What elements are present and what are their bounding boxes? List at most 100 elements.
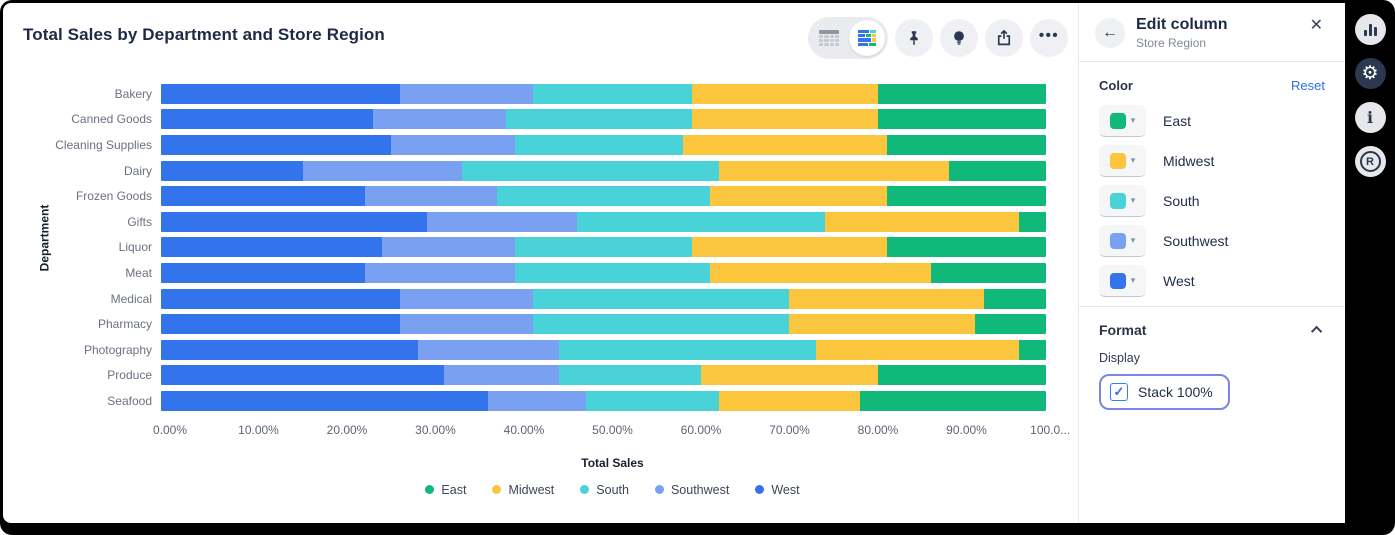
bar-segment[interactable] xyxy=(691,109,878,130)
bar-segment[interactable] xyxy=(824,211,1020,232)
bar-segment[interactable] xyxy=(161,237,383,258)
r-logo-rail-button[interactable]: R xyxy=(1354,146,1386,177)
bar-segment[interactable] xyxy=(161,314,400,335)
legend-item[interactable]: Southwest xyxy=(654,483,729,497)
bar-track xyxy=(161,339,1046,360)
bar-segment[interactable] xyxy=(461,160,719,181)
bar-segment[interactable] xyxy=(532,83,692,104)
color-swatch-dropdown[interactable]: ▾ xyxy=(1099,225,1146,257)
bar-segment[interactable] xyxy=(161,390,489,411)
bar-segment[interactable] xyxy=(497,186,710,207)
bar-segment[interactable] xyxy=(683,134,887,155)
bar-segment[interactable] xyxy=(161,109,374,130)
info-rail-button[interactable]: i xyxy=(1354,102,1386,133)
bar-segment[interactable] xyxy=(789,314,976,335)
pin-button[interactable] xyxy=(895,19,933,57)
bar-segment[interactable] xyxy=(789,288,985,309)
insights-button[interactable] xyxy=(940,19,978,57)
close-button[interactable]: ✕ xyxy=(1306,16,1327,36)
more-options-button[interactable]: ••• xyxy=(1030,19,1068,57)
bar-segment[interactable] xyxy=(399,288,533,309)
bar-segment[interactable] xyxy=(1019,211,1046,232)
bar-segment[interactable] xyxy=(161,83,400,104)
bar-segment[interactable] xyxy=(1019,339,1046,360)
bar-segment[interactable] xyxy=(691,83,878,104)
back-button[interactable]: ← xyxy=(1095,18,1125,48)
share-button[interactable] xyxy=(985,19,1023,57)
bar-segment[interactable] xyxy=(161,211,427,232)
legend-item[interactable]: East xyxy=(425,483,466,497)
bar-segment[interactable] xyxy=(532,314,790,335)
stack-checkbox[interactable]: ✓ xyxy=(1110,383,1128,401)
category-label: Meat xyxy=(125,265,152,280)
stack-100-toggle[interactable]: ✓ Stack 100% xyxy=(1099,374,1230,410)
bar-segment[interactable] xyxy=(515,237,692,258)
bar-segment[interactable] xyxy=(399,83,533,104)
bar-segment[interactable] xyxy=(877,83,1046,104)
bar-segment[interactable] xyxy=(709,186,887,207)
bar-segment[interactable] xyxy=(559,365,701,386)
bar-segment[interactable] xyxy=(559,339,816,360)
bar-segment[interactable] xyxy=(161,339,418,360)
bar-segment[interactable] xyxy=(984,288,1046,309)
bar-segment[interactable] xyxy=(161,365,445,386)
bar-segment[interactable] xyxy=(860,390,1046,411)
legend-item[interactable]: Midwest xyxy=(492,483,554,497)
color-swatch-dropdown[interactable]: ▾ xyxy=(1099,185,1146,217)
bar-segment[interactable] xyxy=(709,262,931,283)
table-view-toggle[interactable] xyxy=(811,20,847,56)
bar-segment[interactable] xyxy=(886,237,1046,258)
bar-track xyxy=(161,262,1046,283)
bar-segment[interactable] xyxy=(391,134,515,155)
bar-segment[interactable] xyxy=(718,390,861,411)
bar-segment[interactable] xyxy=(948,160,1046,181)
bar-segment[interactable] xyxy=(877,109,1046,130)
color-swatch-dropdown[interactable]: ▾ xyxy=(1099,265,1146,297)
reset-link[interactable]: Reset xyxy=(1291,78,1325,93)
legend-item[interactable]: South xyxy=(580,483,629,497)
bar-segment[interactable] xyxy=(364,186,498,207)
bar-track xyxy=(161,134,1046,155)
bar-track xyxy=(161,186,1046,207)
bar-track xyxy=(161,160,1046,181)
bar-segment[interactable] xyxy=(302,160,462,181)
bar-segment[interactable] xyxy=(373,109,507,130)
bar-segment[interactable] xyxy=(399,314,533,335)
bar-segment[interactable] xyxy=(692,237,887,258)
bar-segment[interactable] xyxy=(488,390,586,411)
color-swatch-dropdown[interactable]: ▾ xyxy=(1099,145,1146,177)
bar-segment[interactable] xyxy=(532,288,790,309)
bar-segment[interactable] xyxy=(161,186,365,207)
format-section-header[interactable]: Format xyxy=(1099,322,1325,338)
bar-segment[interactable] xyxy=(364,262,515,283)
bar-segment[interactable] xyxy=(417,339,560,360)
legend-item[interactable]: West xyxy=(755,483,800,497)
color-swatch-dropdown[interactable]: ▾ xyxy=(1099,105,1146,137)
bar-segment[interactable] xyxy=(161,134,392,155)
bar-segment[interactable] xyxy=(506,109,692,130)
bar-segment[interactable] xyxy=(161,160,303,181)
bar-segment[interactable] xyxy=(886,186,1046,207)
settings-rail-button[interactable]: ⚙ xyxy=(1354,58,1386,89)
chart-rail-button[interactable] xyxy=(1354,14,1386,45)
bar-segment[interactable] xyxy=(585,390,719,411)
bar-segment[interactable] xyxy=(877,365,1046,386)
bar-segment[interactable] xyxy=(382,237,515,258)
bar-segment[interactable] xyxy=(514,262,710,283)
bar-row: Medical xyxy=(3,286,1078,312)
bar-segment[interactable] xyxy=(444,365,560,386)
bar-segment[interactable] xyxy=(576,211,825,232)
bar-segment[interactable] xyxy=(975,314,1046,335)
bar-segment[interactable] xyxy=(886,134,1046,155)
bar-segment[interactable] xyxy=(700,365,878,386)
bar-segment[interactable] xyxy=(718,160,949,181)
bar-segment[interactable] xyxy=(161,288,400,309)
lightbulb-icon xyxy=(954,31,964,45)
bar-segment[interactable] xyxy=(930,262,1046,283)
chart-view-toggle[interactable] xyxy=(849,20,885,56)
bar-segment[interactable] xyxy=(514,134,684,155)
bar-segment[interactable] xyxy=(426,211,577,232)
x-tick-label: 40.00% xyxy=(503,422,545,437)
bar-segment[interactable] xyxy=(161,262,365,283)
bar-segment[interactable] xyxy=(815,339,1020,360)
